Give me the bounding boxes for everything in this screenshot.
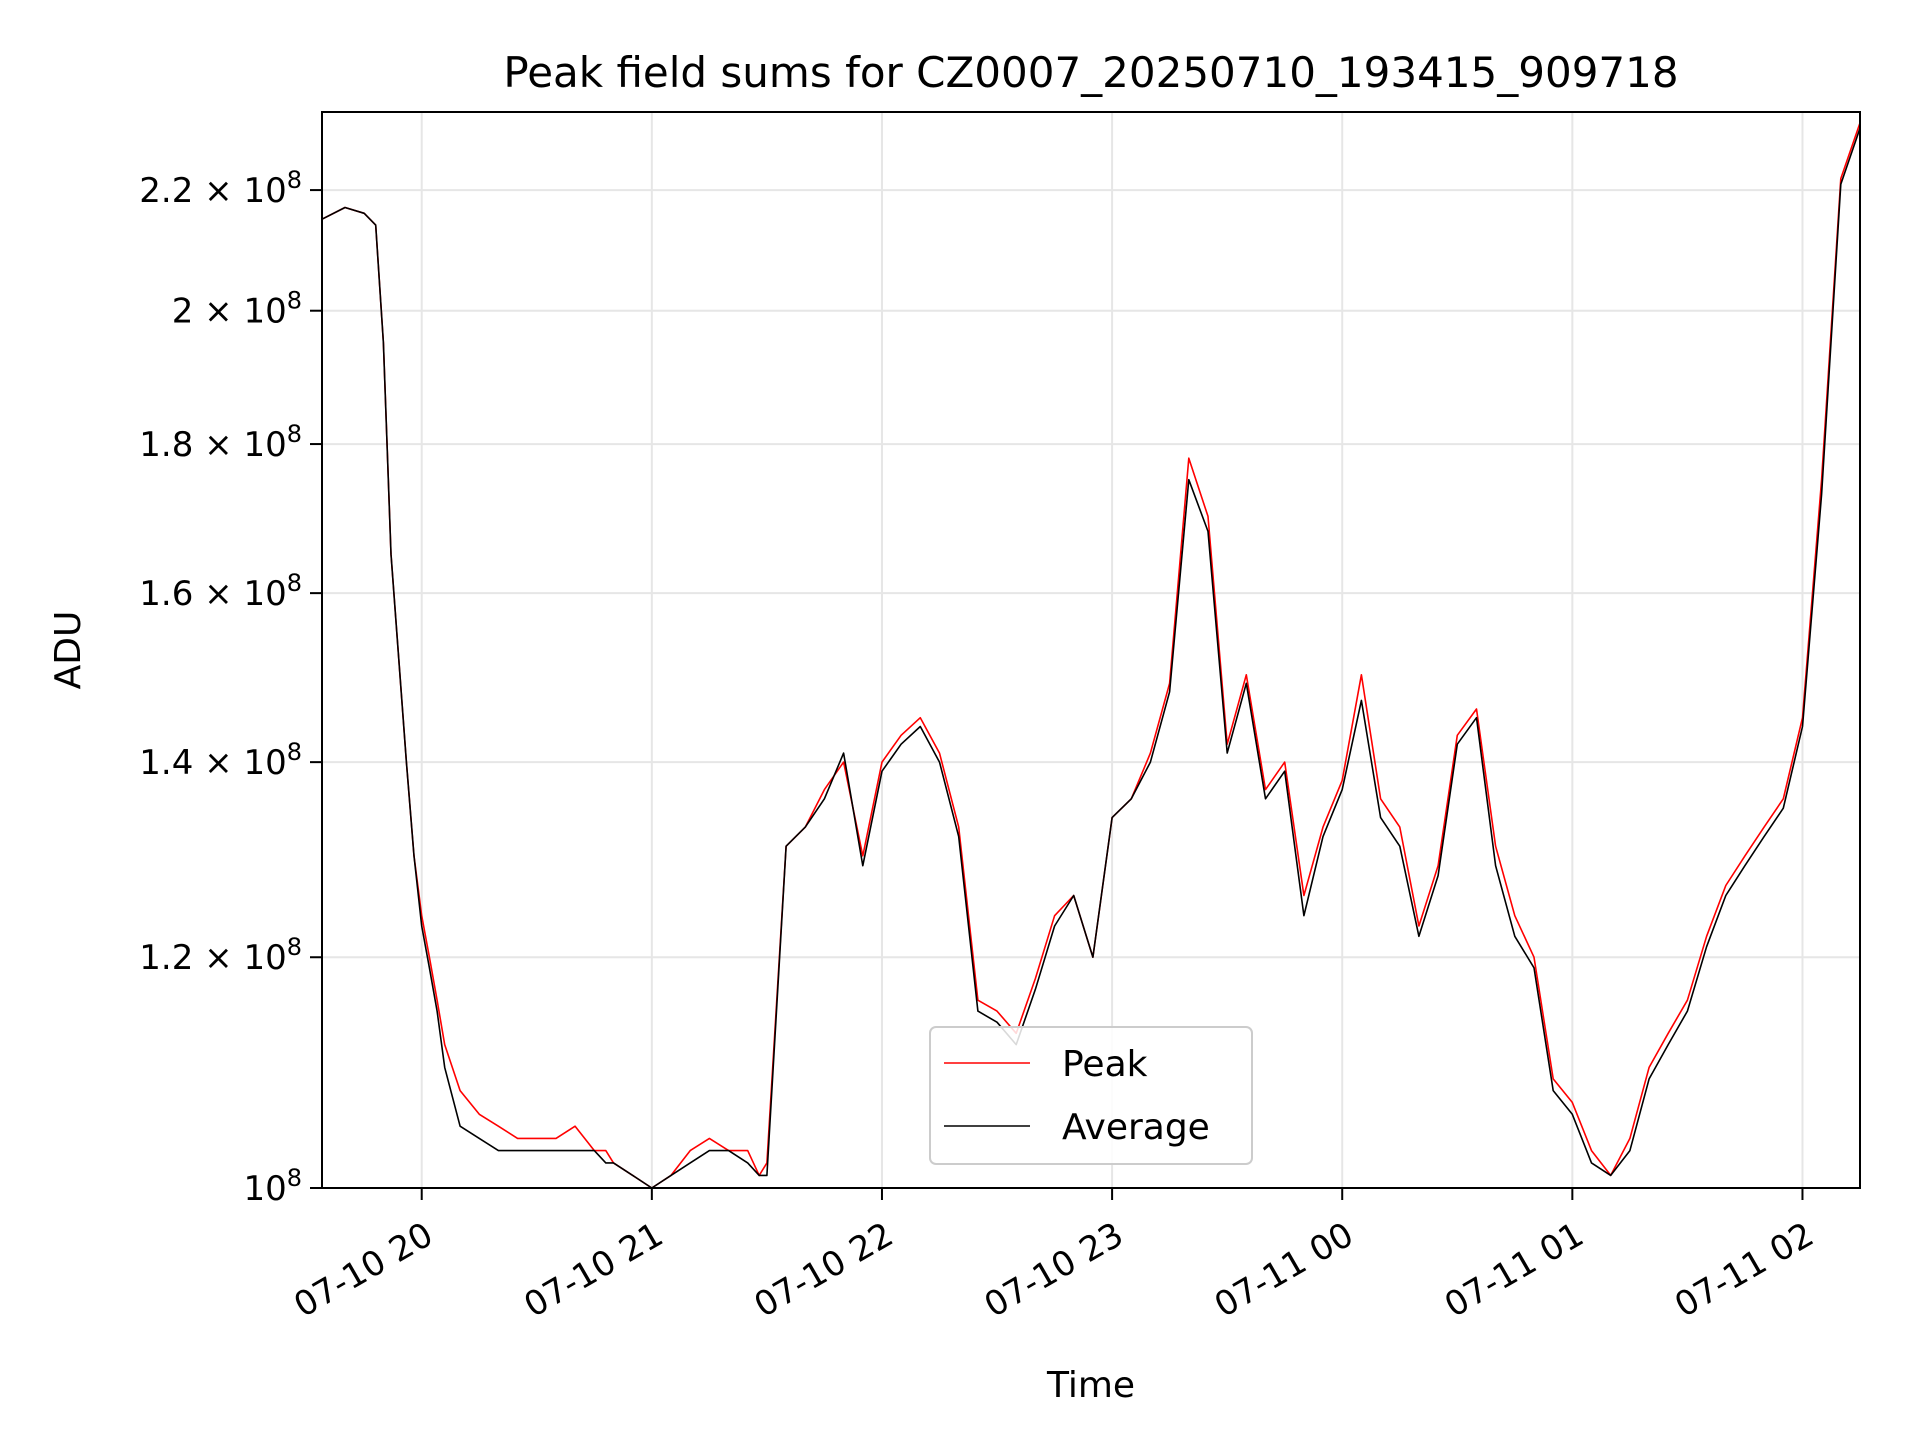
x-axis-label: Time [1046,1365,1135,1406]
y-tick-label: 108 [243,1164,302,1209]
y-tick-label: 1.8 × 108 [139,420,302,465]
legend-label-average: Average [1062,1107,1210,1148]
plot-area-frame [321,111,1861,1189]
y-tick-label: 1.4 × 108 [139,738,302,783]
legend-label-peak: Peak [1062,1044,1148,1085]
y-axis-label: ADU [48,611,89,690]
legend-box [929,1026,1253,1165]
y-tick-label: 2 × 108 [172,287,302,332]
grid-layer [322,112,1860,1188]
y-tick-label: 1.6 × 108 [139,569,302,614]
legend: Peak Average [929,1026,1253,1165]
y-tick-label: 1.2 × 108 [139,933,302,978]
chart-title: Peak field sums for CZ0007_20250710_1934… [503,48,1678,97]
y-tick-label: 2.2 × 108 [139,166,302,211]
